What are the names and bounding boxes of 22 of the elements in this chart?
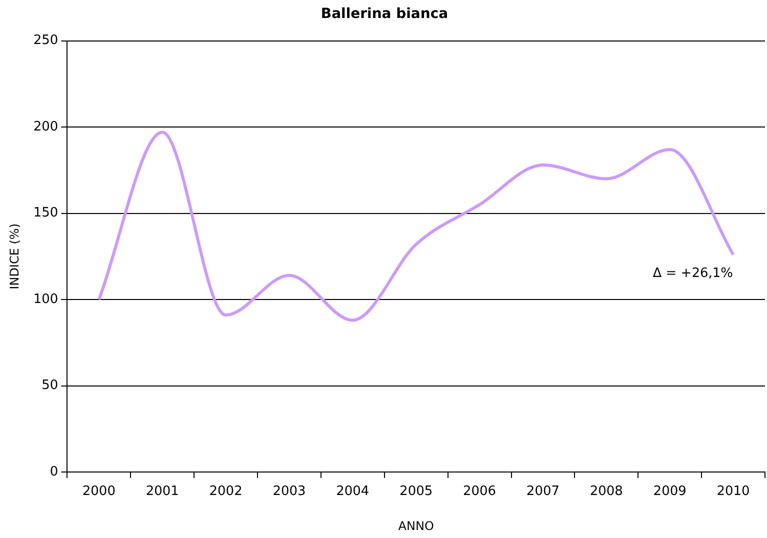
x-tick-label: 2010 [716,484,750,500]
x-tick-label: 2001 [146,484,179,500]
x-tick-label: 2008 [590,484,623,500]
y-tick-label: 200 [33,119,58,134]
x-tick-label: 2000 [82,484,116,500]
y-tick-label: 250 [33,33,58,48]
chart-title: Ballerina bianca [320,6,448,22]
x-axis-title: ANNO [398,518,434,533]
x-tick-label: 2005 [400,484,433,500]
y-tick-label: 50 [42,378,58,394]
line-series [97,130,735,322]
x-tick-label: 2009 [653,484,686,500]
y-axis-title: INDICE (%) [7,223,22,290]
x-tick-label: 2006 [462,484,496,500]
y-tick-label: 150 [33,206,58,221]
annotation: Δ = +26,1% [652,266,733,282]
x-tick-label: 2003 [272,484,306,500]
x-tick-label: 2002 [209,484,242,500]
x-tick-label: 2004 [336,484,370,500]
y-tick-label: 0 [50,464,58,480]
x-tick-label: 2007 [526,484,560,500]
y-tick-label: 100 [33,292,58,307]
